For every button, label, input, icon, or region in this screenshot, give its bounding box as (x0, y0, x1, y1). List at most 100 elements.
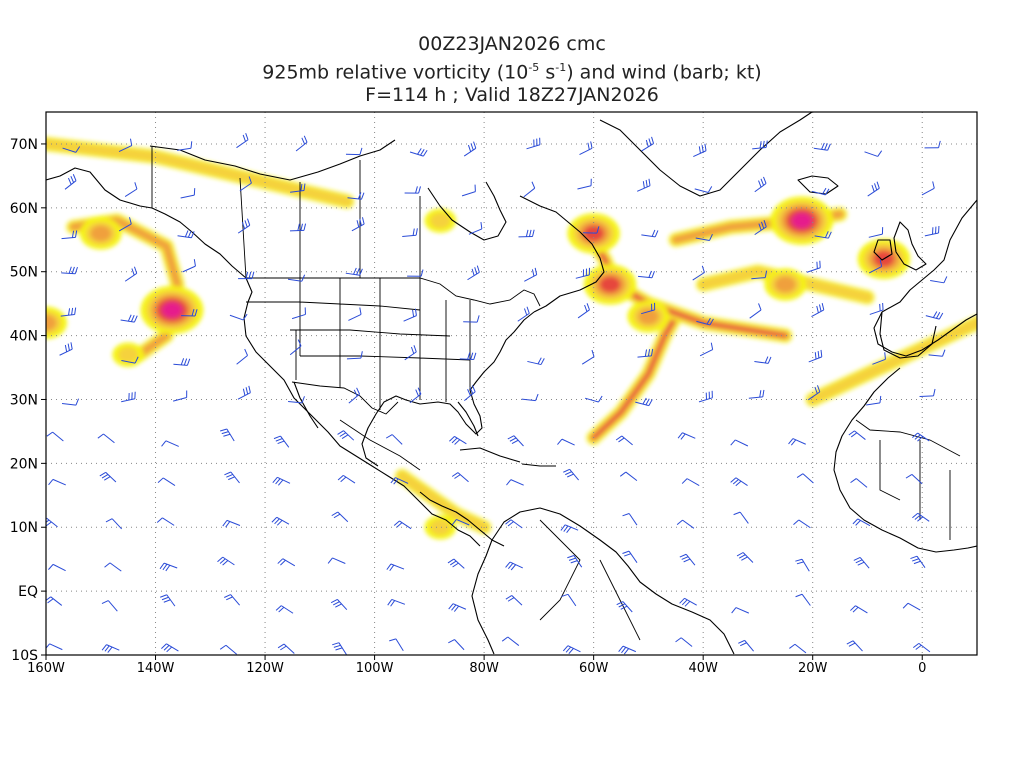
wind-barb-flag (47, 598, 54, 604)
wind-barb (449, 435, 467, 445)
wind-barb-flag (448, 639, 455, 644)
wind-barb (869, 302, 884, 315)
wind-barb-flag (413, 345, 417, 353)
wind-barb-flag (710, 342, 714, 350)
wind-barb-flag (817, 350, 820, 359)
wind-barb-flag (454, 439, 461, 445)
wind-barb-flag (467, 389, 471, 396)
coast-north-america-west (46, 167, 481, 547)
wind-barb-flag (133, 315, 138, 323)
wind-barb-flag (821, 142, 825, 150)
wind-barb-flag (417, 387, 422, 395)
wind-barb (295, 135, 308, 152)
wind-barb-staff (507, 636, 520, 646)
wind-barb-flag (101, 600, 109, 604)
wind-barb-staff (338, 642, 347, 655)
wind-barb (850, 478, 868, 488)
wind-barb-flag (471, 268, 475, 276)
wind-barb-flag (645, 398, 650, 406)
wind-barb-flag (183, 358, 188, 366)
wind-barb-flag (301, 274, 306, 282)
wind-barb-flag (335, 603, 342, 608)
wind-barb-flag (387, 599, 393, 606)
wind-barb (615, 435, 633, 446)
wind-barb-staff (461, 191, 476, 197)
wind-barb (448, 603, 467, 612)
wind-barb (463, 315, 480, 323)
wind-barb (919, 388, 936, 397)
border-south-america (539, 519, 641, 641)
wind-barb (846, 640, 863, 652)
wind-barb-flag (758, 180, 762, 188)
wind-barb-staff (468, 228, 483, 235)
wind-barb-staff (124, 272, 138, 282)
wind-barb-flag (790, 439, 797, 446)
wind-barb-staff (50, 596, 63, 606)
wind-barb-staff (182, 265, 196, 273)
wind-barb-staff (685, 553, 696, 566)
wind-barb-flag (224, 594, 231, 598)
wind-barb (104, 562, 122, 572)
wind-barb-staff (641, 234, 656, 238)
wind-barb-flag (759, 390, 762, 398)
wind-barb-flag (225, 521, 231, 528)
wind-barb (675, 637, 693, 647)
wind-barb-flag (850, 478, 857, 484)
wind-barb-flag (74, 307, 77, 315)
wind-barb-flag (385, 434, 393, 439)
wind-barb (180, 188, 196, 199)
wind-barb-staff (409, 393, 422, 404)
wind-barb-staff (579, 147, 593, 155)
wind-barb (518, 229, 535, 238)
wind-barb (575, 267, 590, 279)
wind-barb-flag (271, 516, 278, 523)
wind-barb-flag (913, 560, 921, 565)
wind-barb (584, 395, 603, 403)
wind-barb-flag (452, 562, 459, 568)
wind-barb (387, 598, 406, 607)
wind-barb-staff (752, 146, 767, 150)
vorticity-max (774, 276, 796, 293)
wind-barb-staff (290, 190, 305, 193)
wind-barb (404, 186, 421, 194)
border-us-mexico (291, 381, 399, 415)
wind-barb-flag (523, 308, 528, 316)
wind-barb-flag (68, 308, 71, 316)
wind-barb-staff (124, 188, 138, 197)
title-field-description: 925mb relative vorticity (10-5 s-1) and … (0, 56, 1024, 84)
coast-europe (873, 199, 977, 357)
wind-barb-staff (907, 602, 921, 611)
wind-barb-staff (509, 561, 523, 569)
wind-barb-staff (463, 147, 477, 157)
wind-barb (277, 558, 296, 567)
wind-barb-flag (161, 440, 167, 447)
wind-barb-staff (343, 430, 355, 441)
coast-us-east (361, 311, 535, 467)
wind-barb-flag (184, 230, 189, 238)
wind-barb (120, 314, 138, 323)
wind-barb (237, 218, 251, 234)
vorticity-band (396, 470, 490, 533)
vorticity-max (90, 225, 112, 242)
wind-barb-staff (165, 440, 179, 447)
wind-barb-flag (470, 143, 474, 151)
coast-iberia (879, 311, 937, 359)
wind-barb-flag (709, 233, 713, 241)
wind-barb-flag (72, 174, 77, 181)
wind-barb (101, 644, 120, 653)
wind-barb (351, 217, 365, 232)
wind-barb-staff (748, 396, 763, 399)
wind-barb-flag (852, 606, 859, 613)
wind-barb (814, 231, 832, 239)
wind-barb (868, 259, 883, 274)
wind-barb-staff (801, 558, 810, 572)
wind-barb-staff (288, 401, 303, 404)
wind-barb-flag (905, 473, 913, 479)
wind-barb-flag (681, 556, 689, 560)
wind-barb-flag (511, 439, 519, 444)
wind-barb-flag (219, 644, 227, 650)
lat-tick-label: 10N (10, 520, 38, 536)
wind-barb-flag (242, 388, 246, 396)
wind-barb-flag (874, 183, 878, 191)
